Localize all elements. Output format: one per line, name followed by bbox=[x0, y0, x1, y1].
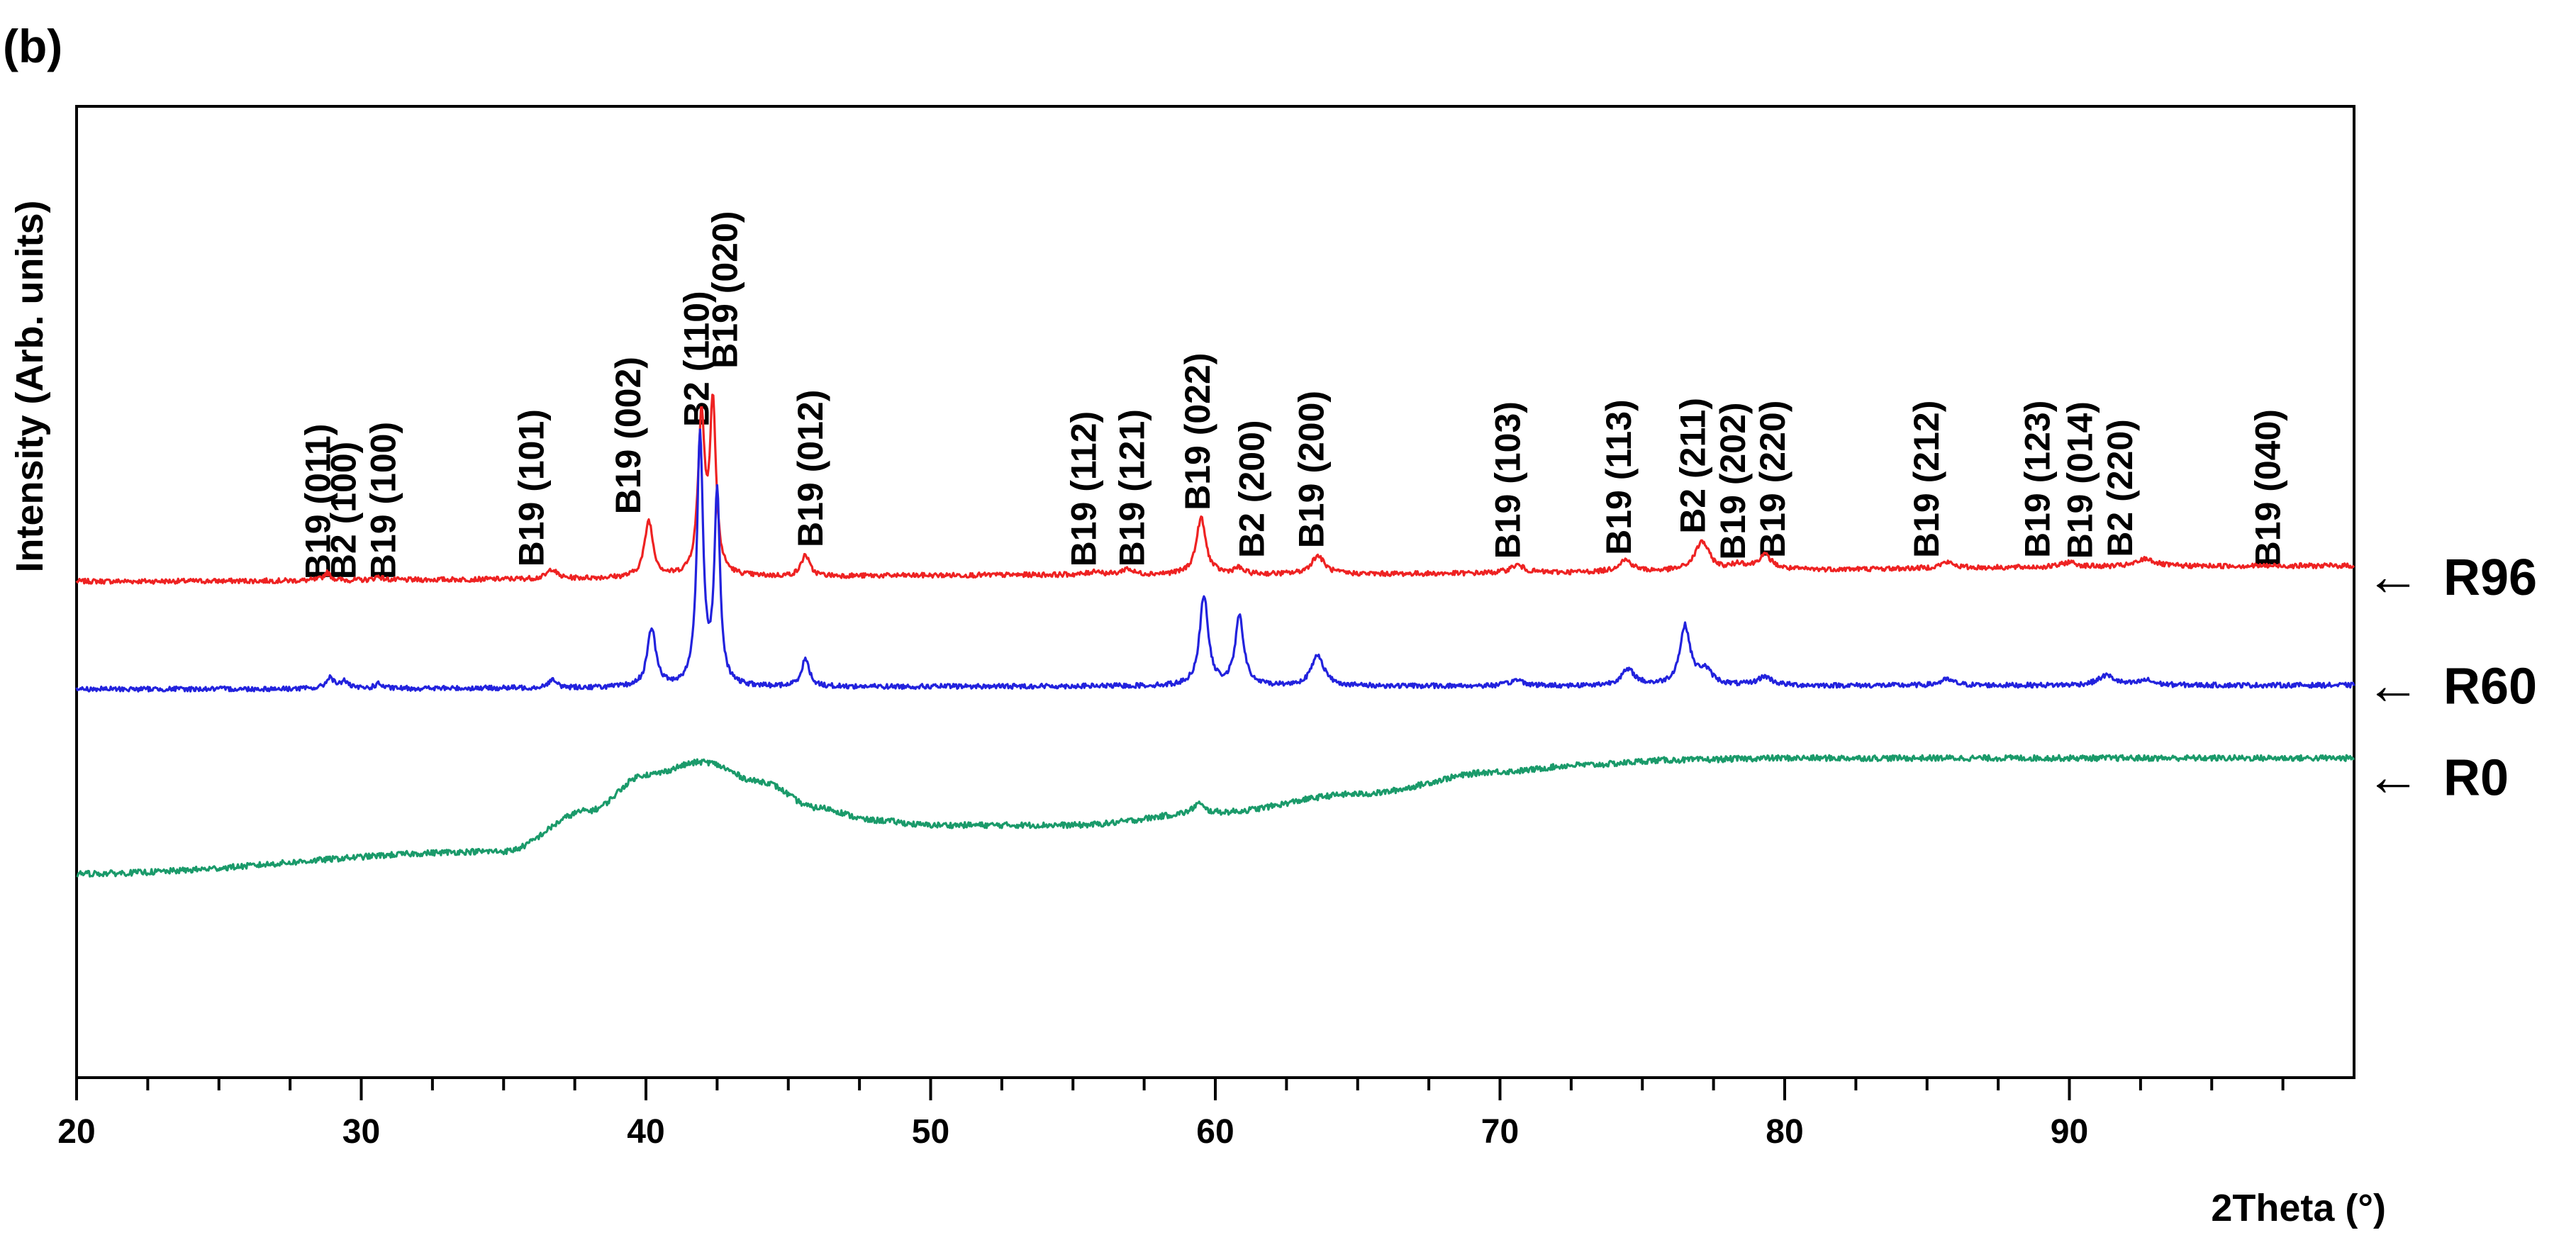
series-label-text: R60 bbox=[2443, 659, 2537, 715]
arrow-left-icon: ← bbox=[2365, 744, 2421, 807]
peak-label: B19 (202) bbox=[1713, 402, 1753, 559]
series-line-r60 bbox=[75, 428, 2355, 693]
peak-label: B19 (101) bbox=[512, 409, 552, 566]
series-label-text: R96 bbox=[2443, 549, 2537, 606]
x-axis-label: 2Theta (°) bbox=[2211, 1187, 2386, 1229]
peak-label: B19 (103) bbox=[1488, 401, 1528, 559]
x-axis: 20 30 40 50 60 70 80 90 bbox=[57, 1078, 2285, 1151]
series-line-r0 bbox=[76, 754, 2355, 878]
series-label-r60: ← R60 bbox=[2365, 654, 2537, 716]
peak-label: B19 (220) bbox=[1753, 401, 1792, 558]
peak-label: B19 (014) bbox=[2061, 401, 2100, 559]
peak-label: B2 (200) bbox=[1232, 420, 1271, 558]
peak-label: B19 (112) bbox=[1064, 411, 1103, 567]
peak-label: B19 (100) bbox=[364, 422, 403, 579]
series-label-text: R0 bbox=[2443, 749, 2509, 806]
x-tick-label: 20 bbox=[57, 1113, 95, 1151]
series-line-r96 bbox=[75, 393, 2355, 585]
plot-frame bbox=[75, 105, 2355, 1079]
x-tick-label: 40 bbox=[627, 1113, 664, 1151]
peak-label: B2 (110) bbox=[676, 291, 716, 427]
series-label-r0: ← R0 bbox=[2365, 744, 2509, 807]
peak-label: B19 (022) bbox=[1178, 353, 1217, 510]
series-label-r96: ← R96 bbox=[2365, 544, 2537, 607]
peak-label: B2 (211) bbox=[1673, 398, 1713, 534]
x-tick-label: 30 bbox=[342, 1113, 380, 1151]
peak-label: B19 (040) bbox=[2248, 409, 2288, 566]
peak-label: B19 (113) bbox=[1599, 399, 1639, 555]
series-layer bbox=[75, 393, 2355, 878]
peak-label: B19 (012) bbox=[791, 390, 830, 547]
peak-label: B19 (212) bbox=[1907, 401, 1946, 558]
x-tick-label: 70 bbox=[1481, 1113, 1519, 1151]
peak-label: B19 (002) bbox=[608, 357, 648, 514]
peak-label: B19 (123) bbox=[2017, 401, 2057, 558]
peak-label: B2 (100) bbox=[324, 442, 364, 580]
x-tick-label: 90 bbox=[2051, 1113, 2088, 1151]
panel-label: (b) bbox=[3, 20, 62, 72]
peak-annotations: B19 (011)B2 (100) B19 (100) B19 (101) B19 (… bbox=[298, 211, 2287, 580]
x-tick-label: 60 bbox=[1196, 1113, 1234, 1151]
peak-label: B19 (011) bbox=[298, 424, 338, 580]
x-tick-label: 50 bbox=[912, 1113, 949, 1151]
arrow-left-icon: ← bbox=[2365, 654, 2421, 716]
peak-label: B19 (200) bbox=[1292, 391, 1332, 548]
peak-label: B19 (020) bbox=[706, 211, 745, 369]
arrow-left-icon: ← bbox=[2365, 544, 2421, 607]
series-labels: ← R96 ← R60 ← R0 bbox=[2365, 544, 2537, 807]
x-tick-label: 80 bbox=[1766, 1113, 1803, 1151]
y-axis-label: Intensity (Arb. units) bbox=[9, 201, 51, 573]
peak-label: B2 (220) bbox=[2100, 419, 2140, 557]
peak-label: B19 (121) bbox=[1113, 409, 1152, 566]
